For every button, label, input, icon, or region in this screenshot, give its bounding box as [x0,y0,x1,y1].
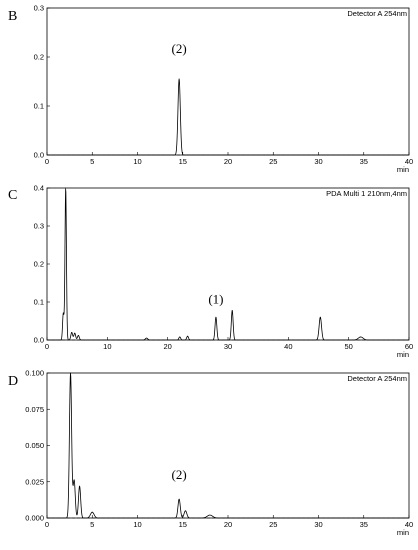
peak-apex-1 [73,479,75,481]
y-tick-label: 0.100 [25,369,44,378]
x-tick-label: 20 [224,520,232,529]
peak-annotation: (2) [172,41,187,56]
peak-apex-4 [77,335,79,336]
x-tick-label: 25 [269,520,277,529]
x-tick-label: 35 [360,157,368,166]
plot-frame [46,372,410,519]
plot-frame [46,7,410,156]
x-tick-label: 10 [103,342,111,351]
y-tick-label: 0.025 [25,477,44,486]
peak-apex-3 [91,511,93,513]
x-tick-label: 35 [360,520,368,529]
y-tick-label: 0.4 [34,184,44,193]
detector-label: PDA Multi 1 210nm,4nm [326,189,407,198]
peak-apex-8 [215,316,217,318]
x-tick-label: 40 [405,520,413,529]
panel-letter: D [8,374,18,389]
peak-apex-0 [62,313,64,314]
y-tick-label: 0.1 [34,102,44,111]
y-tick-label: 0.3 [34,222,44,231]
x-tick-label: 15 [179,157,187,166]
peak-apex-2 [79,485,80,487]
y-tick-label: 0.0 [34,151,44,160]
detector-label: Detector A 254nm [347,374,407,383]
x-unit-label: min [397,350,409,359]
panel-letter: B [8,9,17,24]
peak-annotation: (1) [208,292,223,307]
x-tick-label: 10 [133,520,141,529]
x-tick-label: 0 [45,342,49,351]
x-tick-label: 40 [405,157,413,166]
x-tick-label: 30 [314,520,322,529]
x-tick-label: 20 [163,342,171,351]
x-tick-label: 0 [45,157,49,166]
chromatogram-trace [46,78,410,156]
panel-C: C 0 10 20 30 40 50 60 0.0 0.1 0.2 0.3 0.4 min PDA Mult… [8,184,413,360]
peak-apex-10 [319,316,321,318]
chromatogram-trace [46,372,410,519]
x-tick-label: 5 [90,157,94,166]
y-tick-label: 0.1 [34,298,44,307]
chromatogram-trace [46,188,410,341]
peak-apex-9 [231,309,233,311]
x-tick-label: 60 [405,342,413,351]
peak-apex-1 [65,187,67,189]
peak-apex-6 [209,514,211,516]
panel-D: D 0 5 10 15 20 25 30 35 40 0.000 0.025 0.050 0.075 0.1… [8,369,413,538]
peak-apex-7 [187,335,188,337]
peak-apex-6 [179,336,181,338]
peak-apex-5 [146,337,147,339]
peak-apex-2 [71,332,73,333]
x-tick-label: 15 [179,520,187,529]
peak-apex-0 [178,78,180,80]
x-tick-label: 10 [133,157,141,166]
y-tick-label: 0.2 [34,260,44,269]
detector-label: Detector A 254nm [347,9,407,18]
x-unit-label: min [397,165,409,174]
x-tick-label: 20 [224,157,232,166]
peak-annotation: (2) [172,467,187,482]
x-tick-label: 30 [224,342,232,351]
x-tick-label: 0 [45,520,49,529]
y-tick-label: 0.075 [25,405,44,414]
y-tick-label: 0.0 [34,336,44,345]
y-tick-label: 0.3 [34,4,44,13]
peak-apex-3 [74,332,76,334]
x-tick-label: 25 [269,157,277,166]
peak-apex-4 [178,498,180,500]
y-tick-label: 0.000 [25,514,44,523]
peak-apex-0 [70,372,71,374]
peak-apex-11 [360,336,362,338]
x-tick-label: 5 [90,520,94,529]
plot-frame [46,187,410,341]
x-tick-label: 50 [344,342,352,351]
y-tick-label: 0.2 [34,53,44,62]
x-unit-label: min [397,528,409,537]
x-tick-label: 40 [284,342,292,351]
panel-letter: C [8,188,17,203]
panel-B: B 0 5 10 15 20 25 30 35 40 0.0 0.1 0.2 0.3 min Detector… [8,4,413,175]
peak-apex-5 [185,510,186,512]
y-tick-label: 0.050 [25,441,44,450]
x-tick-label: 30 [314,157,322,166]
